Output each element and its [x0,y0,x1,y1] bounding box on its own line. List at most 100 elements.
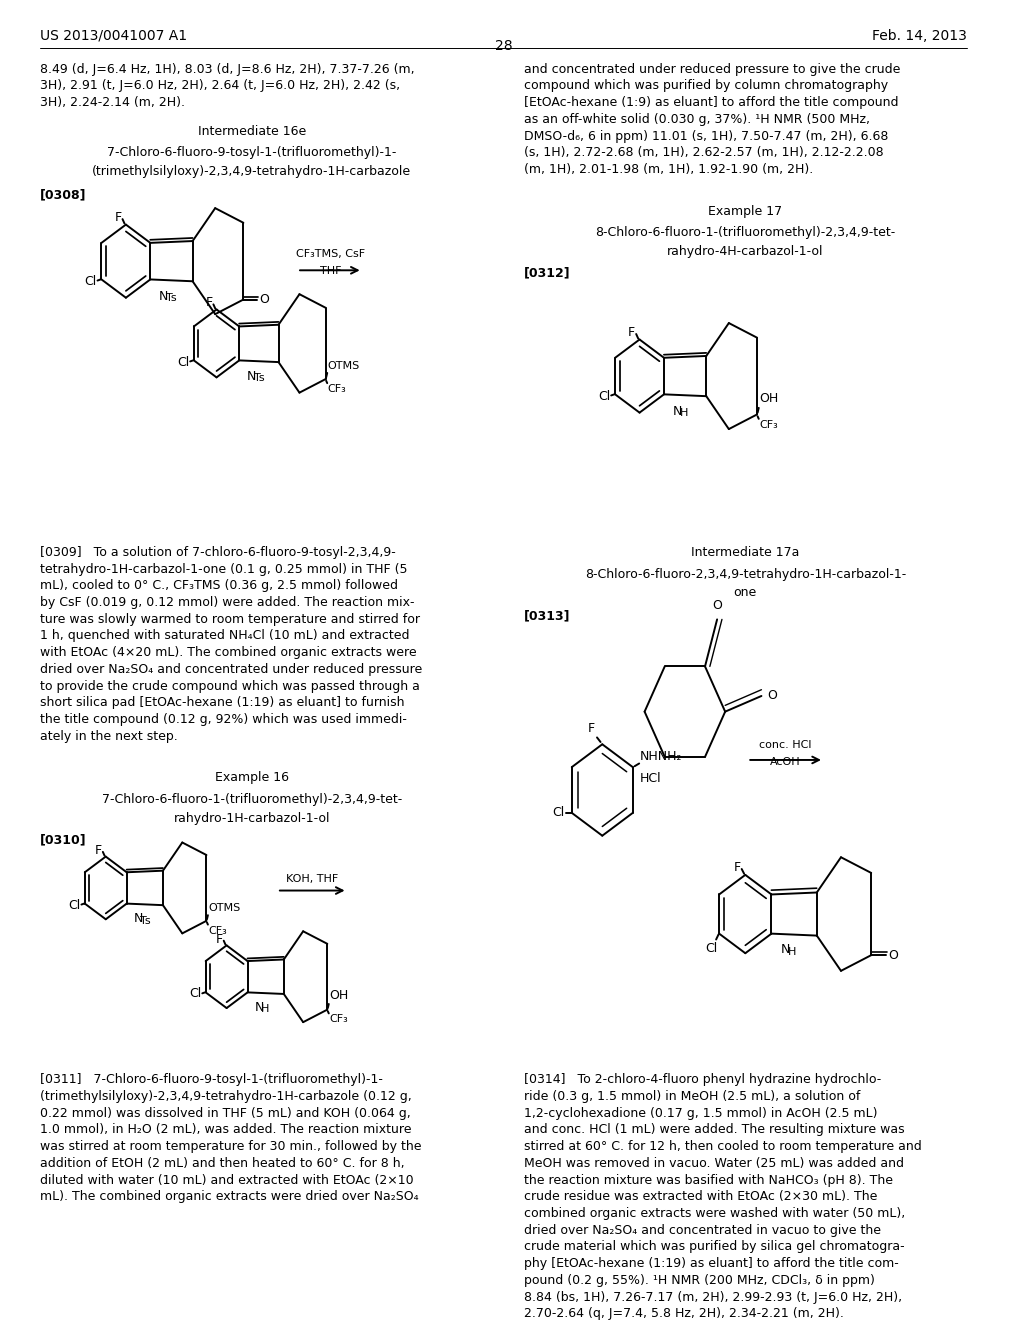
Text: [0313]: [0313] [523,610,570,622]
Text: N: N [159,289,168,302]
Text: 1,2-cyclohexadione (0.17 g, 1.5 mmol) in AcOH (2.5 mL): 1,2-cyclohexadione (0.17 g, 1.5 mmol) in… [523,1106,878,1119]
Text: to provide the crude compound which was passed through a: to provide the crude compound which was … [40,680,420,693]
Text: 0.22 mmol) was dissolved in THF (5 mL) and KOH (0.064 g,: 0.22 mmol) was dissolved in THF (5 mL) a… [40,1106,411,1119]
Text: N: N [255,1001,264,1014]
Text: F: F [588,722,595,735]
Text: Ts: Ts [254,374,264,383]
Text: AcOH: AcOH [770,758,801,767]
Text: (m, 1H), 2.01-1.98 (m, 1H), 1.92-1.90 (m, 2H).: (m, 1H), 2.01-1.98 (m, 1H), 1.92-1.90 (m… [523,162,813,176]
Text: 3H), 2.91 (t, J=6.0 Hz, 2H), 2.64 (t, J=6.0 Hz, 2H), 2.42 (s,: 3H), 2.91 (t, J=6.0 Hz, 2H), 2.64 (t, J=… [40,79,400,92]
Text: O: O [767,689,777,702]
Text: 2.70-2.64 (q, J=7.4, 5.8 Hz, 2H), 2.34-2.21 (m, 2H).: 2.70-2.64 (q, J=7.4, 5.8 Hz, 2H), 2.34-2… [523,1307,844,1320]
Text: 28: 28 [495,40,512,53]
Text: conc. HCl: conc. HCl [760,741,812,750]
Text: rahydro-1H-carbazol-1-ol: rahydro-1H-carbazol-1-ol [173,812,330,825]
Text: Cl: Cl [177,355,189,368]
Text: 1 h, quenched with saturated NH₄Cl (10 mL) and extracted: 1 h, quenched with saturated NH₄Cl (10 m… [40,630,410,643]
Text: mL). The combined organic extracts were dried over Na₂SO₄: mL). The combined organic extracts were … [40,1191,419,1204]
Text: phy [EtOAc-hexane (1:19) as eluant] to afford the title com-: phy [EtOAc-hexane (1:19) as eluant] to a… [523,1257,898,1270]
Text: crude residue was extracted with EtOAc (2×30 mL). The: crude residue was extracted with EtOAc (… [523,1191,878,1204]
Text: Feb. 14, 2013: Feb. 14, 2013 [872,29,967,42]
Text: 8.84 (bs, 1H), 7.26-7.17 (m, 2H), 2.99-2.93 (t, J=6.0 Hz, 2H),: 8.84 (bs, 1H), 7.26-7.17 (m, 2H), 2.99-2… [523,1291,902,1304]
Text: dried over Na₂SO₄ and concentrated in vacuo to give the: dried over Na₂SO₄ and concentrated in va… [523,1224,881,1237]
Text: THF: THF [319,267,341,276]
Text: the reaction mixture was basified with NaHCO₃ (pH 8). The: the reaction mixture was basified with N… [523,1173,893,1187]
Text: O: O [888,949,898,962]
Text: Cl: Cl [706,942,718,956]
Text: Example 16: Example 16 [215,771,289,784]
Text: rahydro-4H-carbazol-1-ol: rahydro-4H-carbazol-1-ol [667,244,823,257]
Text: crude material which was purified by silica gel chromatogra-: crude material which was purified by sil… [523,1241,904,1254]
Text: CF₃: CF₃ [328,384,346,395]
Text: OTMS: OTMS [209,903,241,913]
Text: the title compound (0.12 g, 92%) which was used immedi-: the title compound (0.12 g, 92%) which w… [40,713,408,726]
Text: Example 17: Example 17 [709,205,782,218]
Text: combined organic extracts were washed with water (50 mL),: combined organic extracts were washed wi… [523,1206,905,1220]
Text: ture was slowly warmed to room temperature and stirred for: ture was slowly warmed to room temperatu… [40,612,420,626]
Text: OTMS: OTMS [328,360,360,371]
Text: MeOH was removed in vacuo. Water (25 mL) was added and: MeOH was removed in vacuo. Water (25 mL)… [523,1156,904,1170]
Text: F: F [733,861,740,874]
Text: N: N [247,370,256,383]
Text: F: F [95,843,102,857]
Text: O: O [712,598,722,611]
Text: 7-Chloro-6-fluoro-9-tosyl-1-(trifluoromethyl)-1-: 7-Chloro-6-fluoro-9-tosyl-1-(trifluorome… [108,147,396,160]
Text: DMSO-d₆, 6 in ppm) 11.01 (s, 1H), 7.50-7.47 (m, 2H), 6.68: DMSO-d₆, 6 in ppm) 11.01 (s, 1H), 7.50-7… [523,129,888,143]
Text: CF₃: CF₃ [330,1014,348,1024]
Text: NHNH₂: NHNH₂ [640,750,682,763]
Text: Cl: Cl [84,275,96,288]
Text: F: F [628,326,635,339]
Text: short silica pad [EtOAc-hexane (1:19) as eluant] to furnish: short silica pad [EtOAc-hexane (1:19) as… [40,696,404,709]
Text: 3H), 2.24-2.14 (m, 2H).: 3H), 2.24-2.14 (m, 2H). [40,96,185,110]
Text: tetrahydro-1H-carbazol-1-one (0.1 g, 0.25 mmol) in THF (5: tetrahydro-1H-carbazol-1-one (0.1 g, 0.2… [40,562,408,576]
Text: as an off-white solid (0.030 g, 37%). ¹H NMR (500 MHz,: as an off-white solid (0.030 g, 37%). ¹H… [523,112,869,125]
Text: (s, 1H), 2.72-2.68 (m, 1H), 2.62-2.57 (m, 1H), 2.12-2.2.08: (s, 1H), 2.72-2.68 (m, 1H), 2.62-2.57 (m… [523,147,884,160]
Text: F: F [206,296,213,309]
Text: diluted with water (10 mL) and extracted with EtOAc (2×10: diluted with water (10 mL) and extracted… [40,1173,414,1187]
Text: CF₃: CF₃ [760,420,778,430]
Text: OH: OH [760,392,778,405]
Text: KOH, THF: KOH, THF [286,874,338,883]
Text: [0312]: [0312] [523,267,570,280]
Text: US 2013/0041007 A1: US 2013/0041007 A1 [40,29,187,42]
Text: (trimethylsilyloxy)-2,3,4,9-tetrahydro-1H-carbazole (0.12 g,: (trimethylsilyloxy)-2,3,4,9-tetrahydro-1… [40,1090,412,1104]
Text: Cl: Cl [189,987,202,1001]
Text: 7-Chloro-6-fluoro-1-(trifluoromethyl)-2,3,4,9-tet-: 7-Chloro-6-fluoro-1-(trifluoromethyl)-2,… [101,793,401,807]
Text: 8-Chloro-6-fluoro-1-(trifluoromethyl)-2,3,4,9-tet-: 8-Chloro-6-fluoro-1-(trifluoromethyl)-2,… [595,227,895,239]
Text: [0311]   7-Chloro-6-fluoro-9-tosyl-1-(trifluoromethyl)-1-: [0311] 7-Chloro-6-fluoro-9-tosyl-1-(trif… [40,1073,383,1086]
Text: Cl: Cl [69,899,81,912]
Text: [0310]: [0310] [40,833,87,846]
Text: and conc. HCl (1 mL) were added. The resulting mixture was: and conc. HCl (1 mL) were added. The res… [523,1123,904,1137]
Text: one: one [733,586,757,599]
Text: and concentrated under reduced pressure to give the crude: and concentrated under reduced pressure … [523,62,900,75]
Text: ride (0.3 g, 1.5 mmol) in MeOH (2.5 mL), a solution of: ride (0.3 g, 1.5 mmol) in MeOH (2.5 mL),… [523,1090,860,1104]
Text: [0309]   To a solution of 7-chloro-6-fluoro-9-tosyl-2,3,4,9-: [0309] To a solution of 7-chloro-6-fluor… [40,545,396,558]
Text: H: H [261,1005,269,1014]
Text: 1.0 mmol), in H₂O (2 mL), was added. The reaction mixture: 1.0 mmol), in H₂O (2 mL), was added. The… [40,1123,412,1137]
Text: stirred at 60° C. for 12 h, then cooled to room temperature and: stirred at 60° C. for 12 h, then cooled … [523,1140,922,1154]
Text: N: N [673,405,682,417]
Text: [0308]: [0308] [40,187,87,201]
Text: 8.49 (d, J=6.4 Hz, 1H), 8.03 (d, J=8.6 Hz, 2H), 7.37-7.26 (m,: 8.49 (d, J=6.4 Hz, 1H), 8.03 (d, J=8.6 H… [40,62,415,75]
Text: N: N [134,912,143,925]
Text: pound (0.2 g, 55%). ¹H NMR (200 MHz, CDCl₃, δ in ppm): pound (0.2 g, 55%). ¹H NMR (200 MHz, CDC… [523,1274,874,1287]
Text: N: N [780,944,790,957]
Text: mL), cooled to 0° C., CF₃TMS (0.36 g, 2.5 mmol) followed: mL), cooled to 0° C., CF₃TMS (0.36 g, 2.… [40,579,398,593]
Text: Ts: Ts [166,293,176,304]
Text: [0314]   To 2-chloro-4-fluoro phenyl hydrazine hydrochlo-: [0314] To 2-chloro-4-fluoro phenyl hydra… [523,1073,881,1086]
Text: [EtOAc-hexane (1:9) as eluant] to afford the title compound: [EtOAc-hexane (1:9) as eluant] to afford… [523,96,898,110]
Text: dried over Na₂SO₄ and concentrated under reduced pressure: dried over Na₂SO₄ and concentrated under… [40,663,423,676]
Text: with EtOAc (4×20 mL). The combined organic extracts were: with EtOAc (4×20 mL). The combined organ… [40,645,417,659]
Text: (trimethylsilyloxy)-2,3,4,9-tetrahydro-1H-carbazole: (trimethylsilyloxy)-2,3,4,9-tetrahydro-1… [92,165,412,178]
Text: CF₃: CF₃ [209,925,227,936]
Text: by CsF (0.019 g, 0.12 mmol) were added. The reaction mix-: by CsF (0.019 g, 0.12 mmol) were added. … [40,595,415,609]
Text: F: F [216,933,223,945]
Text: H: H [788,948,797,957]
Text: H: H [680,408,688,418]
Text: Cl: Cl [598,389,610,403]
Text: 8-Chloro-6-fluoro-2,3,4,9-tetrahydro-1H-carbazol-1-: 8-Chloro-6-fluoro-2,3,4,9-tetrahydro-1H-… [585,568,906,581]
Text: CF₃TMS, CsF: CF₃TMS, CsF [296,249,365,260]
Text: F: F [115,211,122,224]
Text: Intermediate 17a: Intermediate 17a [691,545,800,558]
Text: O: O [259,293,268,306]
